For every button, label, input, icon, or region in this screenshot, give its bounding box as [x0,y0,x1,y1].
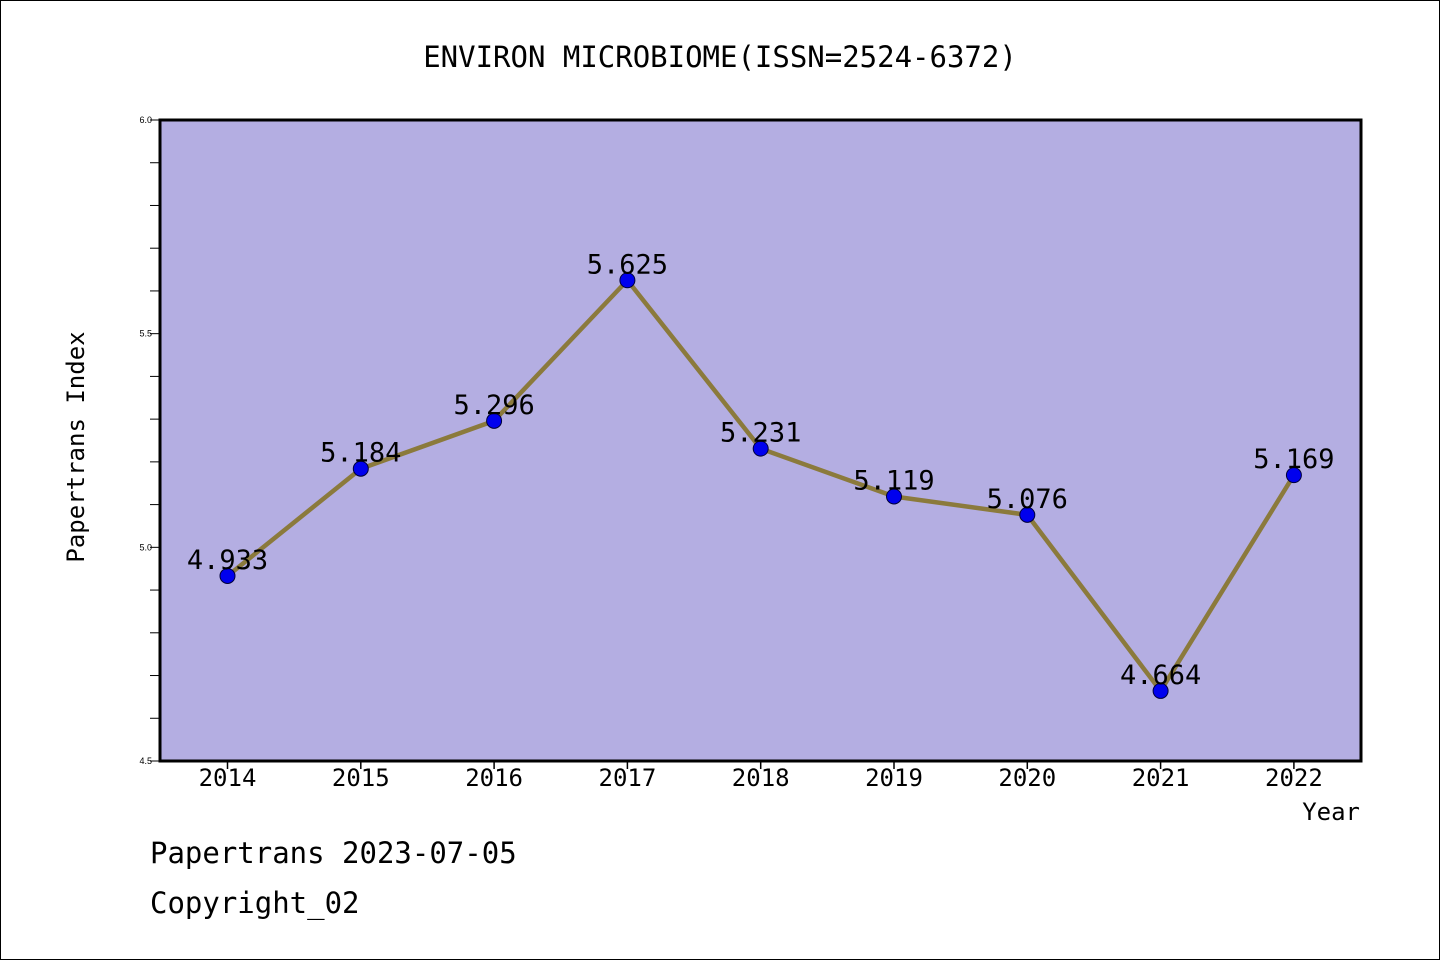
y-axis: 4.5 5.0 5.5 6.0 [139,115,160,766]
x-tick-label: 2016 [465,764,523,792]
y-tick-label: 4.5 [139,756,152,766]
data-label: 5.625 [587,249,668,280]
data-label: 5.296 [453,390,534,421]
y-tick-label: 6.0 [139,115,152,125]
y-axis-label: Papertrans Index [62,331,90,562]
chart-title: ENVIRON MICROBIOME(ISSN=2524-6372) [423,40,1017,74]
data-label: 5.076 [987,484,1068,515]
x-tick-label: 2019 [865,764,923,792]
series-papertrans-index [219,272,1302,699]
x-tick-label: 2018 [732,764,790,792]
data-point [1019,506,1036,523]
y-tick-label: 5.0 [139,542,152,552]
data-point [752,440,769,457]
data-label: 5.169 [1253,444,1334,475]
x-tick-label: 2021 [1132,764,1190,792]
data-point [1152,682,1169,699]
x-tick-label: 2017 [599,764,657,792]
data-point [886,488,902,505]
x-tick-label: 2015 [332,764,390,792]
data-label: 5.119 [853,465,934,496]
data-point [486,412,503,429]
x-tick-label: 2020 [998,764,1056,792]
footer-date: Papertrans 2023-07-05 [150,836,517,870]
x-axis: 2014 2015 2016 2017 2018 2019 2020 2021 2022 [199,761,1323,792]
data-labels: 4.933 5.184 5.296 5.625 5.231 5.119 5.076 4.664… [187,249,1335,691]
data-label: 5.231 [720,418,801,449]
data-point [352,460,369,477]
x-tick-label: 2022 [1265,764,1323,792]
plot-area [158,118,1363,763]
y-tick-label: 5.5 [139,329,152,339]
data-label: 4.664 [1120,660,1201,691]
data-label: 5.184 [320,438,401,469]
data-label: 4.933 [187,545,268,576]
footer-copyright: Copyright_02 [150,886,360,920]
data-point [619,272,636,289]
x-tick-label: 2014 [199,764,257,792]
data-point [219,567,236,584]
data-point [1285,467,1302,484]
x-axis-label: Year [1302,798,1360,826]
